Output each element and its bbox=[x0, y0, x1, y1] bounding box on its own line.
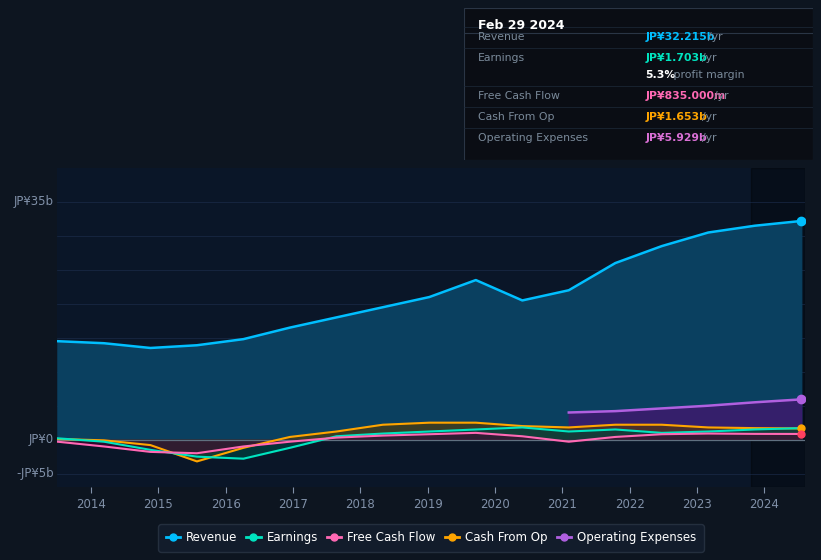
Bar bbox=[750, 168, 805, 487]
Legend: Revenue, Earnings, Free Cash Flow, Cash From Op, Operating Expenses: Revenue, Earnings, Free Cash Flow, Cash … bbox=[158, 524, 704, 552]
Text: JP¥0: JP¥0 bbox=[29, 433, 53, 446]
Text: /yr: /yr bbox=[702, 133, 717, 143]
Text: /yr: /yr bbox=[708, 32, 722, 42]
Text: /yr: /yr bbox=[702, 112, 717, 122]
Text: Cash From Op: Cash From Op bbox=[478, 112, 554, 122]
Text: JP¥1.653b: JP¥1.653b bbox=[645, 112, 707, 122]
Text: JP¥32.215b: JP¥32.215b bbox=[645, 32, 715, 42]
Text: profit margin: profit margin bbox=[671, 70, 745, 80]
Text: JP¥35b: JP¥35b bbox=[14, 195, 53, 208]
Text: JP¥835.000m: JP¥835.000m bbox=[645, 91, 726, 101]
Text: Revenue: Revenue bbox=[478, 32, 525, 42]
Text: Earnings: Earnings bbox=[478, 53, 525, 63]
Text: Operating Expenses: Operating Expenses bbox=[478, 133, 588, 143]
Text: /yr: /yr bbox=[702, 53, 717, 63]
Text: -JP¥5b: -JP¥5b bbox=[16, 467, 53, 480]
FancyBboxPatch shape bbox=[464, 8, 813, 160]
Text: 5.3%: 5.3% bbox=[645, 70, 676, 80]
Text: JP¥5.929b: JP¥5.929b bbox=[645, 133, 707, 143]
Text: Feb 29 2024: Feb 29 2024 bbox=[478, 19, 564, 32]
Text: /yr: /yr bbox=[714, 91, 729, 101]
Text: Free Cash Flow: Free Cash Flow bbox=[478, 91, 560, 101]
Text: JP¥1.703b: JP¥1.703b bbox=[645, 53, 707, 63]
